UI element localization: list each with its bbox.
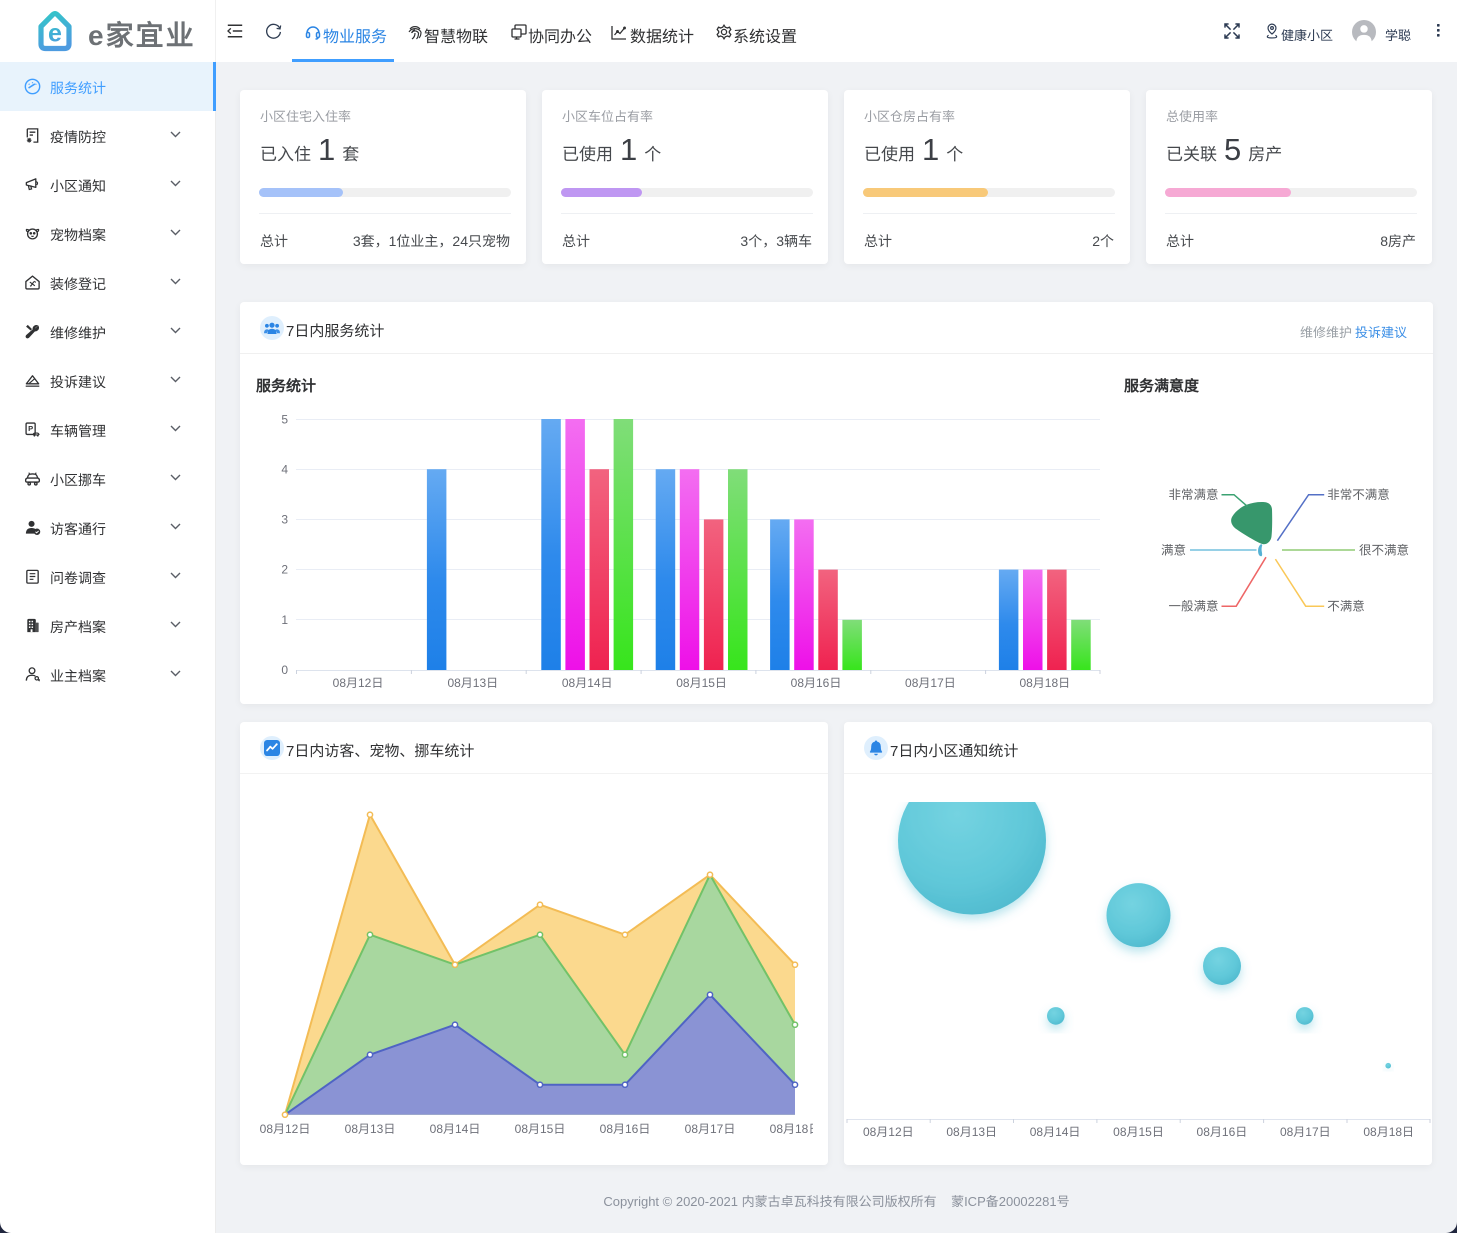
svg-text:08月14日: 08月14日 [562, 676, 613, 690]
svg-text:4: 4 [281, 463, 288, 477]
svg-text:08月12日: 08月12日 [260, 1122, 311, 1136]
svg-text:08月16日: 08月16日 [1197, 1125, 1248, 1139]
svg-text:0: 0 [281, 663, 288, 677]
svg-text:非常不满意: 非常不满意 [1327, 488, 1390, 502]
svg-text:08月13日: 08月13日 [345, 1122, 396, 1136]
svg-text:e: e [48, 20, 62, 48]
svg-text:08月14日: 08月14日 [1030, 1125, 1081, 1139]
svg-text:08月18日: 08月18日 [1019, 676, 1070, 690]
svg-text:非常满意: 非常满意 [1168, 488, 1218, 502]
svg-text:08月16日: 08月16日 [600, 1122, 651, 1136]
svg-text:不满意: 不满意 [1327, 600, 1365, 614]
svg-text:满意: 满意 [1161, 543, 1186, 557]
svg-text:08月12日: 08月12日 [863, 1125, 914, 1139]
svg-text:一般满意: 一般满意 [1168, 600, 1218, 614]
svg-text:3: 3 [281, 513, 288, 527]
svg-text:08月12日: 08月12日 [333, 676, 384, 690]
svg-text:08月13日: 08月13日 [946, 1125, 997, 1139]
svg-text:很不满意: 很不满意 [1359, 543, 1409, 557]
svg-text:08月17日: 08月17日 [905, 676, 956, 690]
svg-text:08月18日: 08月18日 [1363, 1125, 1414, 1139]
svg-text:08月15日: 08月15日 [1113, 1125, 1164, 1139]
svg-text:1: 1 [281, 613, 288, 627]
svg-text:2: 2 [281, 563, 288, 577]
svg-text:08月14日: 08月14日 [430, 1122, 481, 1136]
svg-text:08月18日: 08月18日 [770, 1122, 813, 1136]
svg-text:5: 5 [281, 413, 288, 427]
svg-text:08月13日: 08月13日 [447, 676, 498, 690]
svg-text:08月16日: 08月16日 [791, 676, 842, 690]
svg-text:08月17日: 08月17日 [1280, 1125, 1331, 1139]
svg-text:P: P [28, 424, 33, 433]
svg-text:08月15日: 08月15日 [515, 1122, 566, 1136]
svg-text:08月15日: 08月15日 [676, 676, 727, 690]
svg-text:08月17日: 08月17日 [685, 1122, 736, 1136]
